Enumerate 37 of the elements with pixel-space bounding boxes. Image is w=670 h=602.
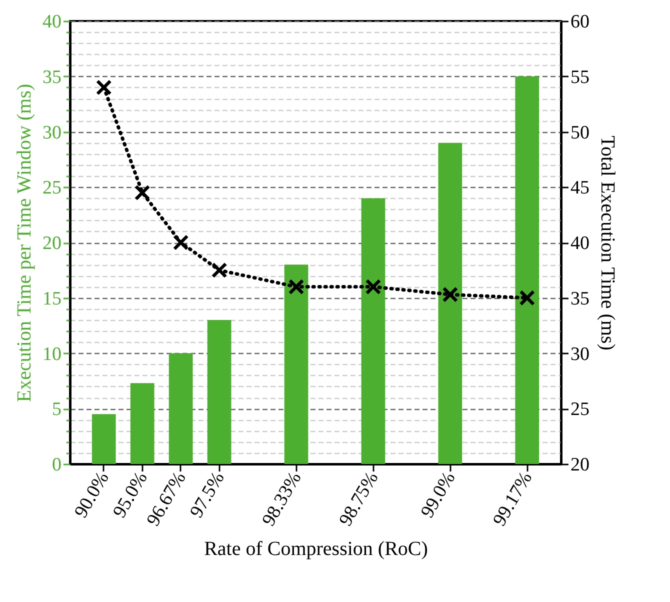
x-axis-title: Rate of Compression (RoC) [204,538,428,560]
y-tick-label: 15 [42,288,62,310]
bar [438,142,462,464]
y2-tick-label: 55 [570,66,590,88]
y-tick-label: 40 [42,12,62,32]
point [365,278,382,295]
point [519,290,536,306]
y2-tick-label: 25 [570,399,590,420]
y2-tick-label: 60 [570,12,590,32]
point [172,234,189,250]
y2-tick-label: 50 [570,122,590,144]
y2-tick-label: 45 [570,178,590,199]
y-tick-label: 35 [42,66,62,88]
point [211,262,228,278]
bar [207,320,232,464]
bar [130,383,154,464]
y-tick-label: 30 [42,122,62,144]
bar [515,76,540,464]
y2-tick-label: 30 [570,344,590,365]
bar [361,198,386,464]
y-tick-label: 20 [42,233,62,254]
y2-axis-title: Total Execution Time (ms) [596,136,618,350]
point [442,286,458,302]
y2-tick-label: 35 [570,288,590,310]
y-tick-label: 25 [42,178,62,199]
point [288,278,304,295]
point [134,184,150,201]
y-axis-title: Execution Time per Time Window (ms) [14,84,36,402]
bar [168,353,193,464]
bar [92,414,116,464]
bar [284,264,308,464]
y-tick-label: 5 [52,399,62,420]
y-tick-label: 10 [42,344,62,365]
y-tick-label: 0 [52,454,62,476]
point [96,80,112,96]
y2-tick-label: 20 [570,454,590,476]
y2-tick-label: 40 [570,233,590,254]
